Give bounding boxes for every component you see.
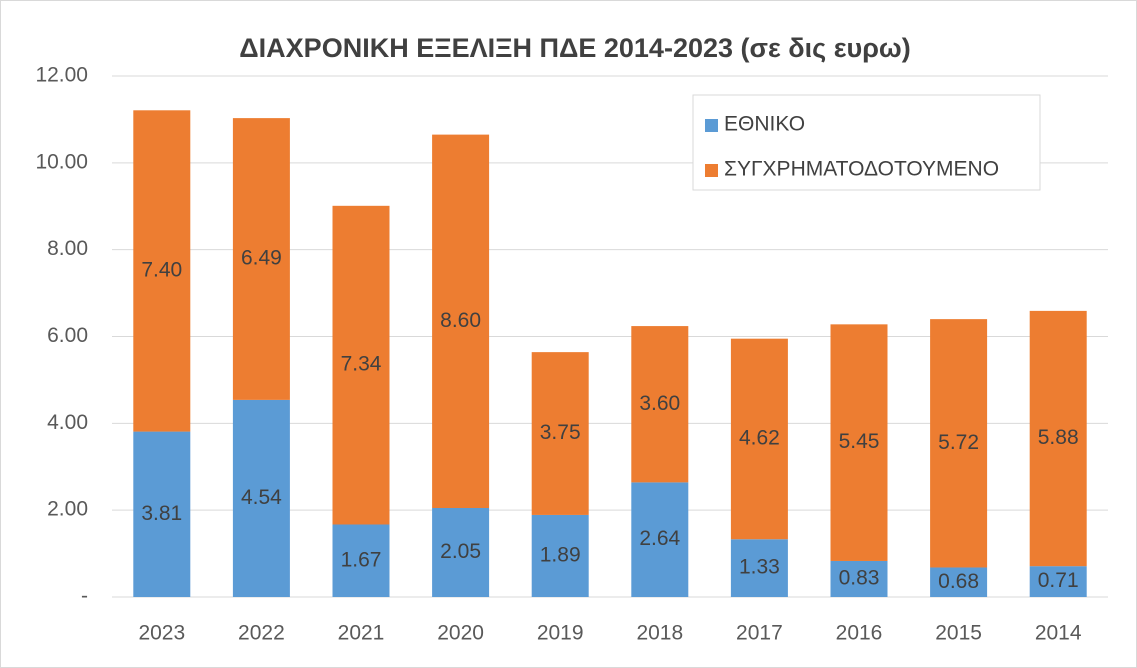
x-tick-label: 2017: [736, 622, 783, 645]
data-label: 2.64: [639, 527, 680, 550]
x-tick-label: 2016: [836, 622, 883, 645]
bar-segment: [730, 539, 788, 597]
bar-segment: [1029, 566, 1087, 597]
data-label: 3.60: [639, 392, 680, 415]
bar-segment: [332, 524, 390, 597]
bar-segment: [531, 514, 589, 597]
bar-segment: [631, 326, 689, 483]
legend-label: ΕΘΝΙΚΟ: [724, 113, 805, 136]
bar-segment: [232, 118, 290, 400]
data-label: 0.71: [1038, 569, 1079, 592]
bar-segment: [930, 567, 988, 597]
data-label: 1.89: [540, 544, 581, 567]
y-tick-label: 6.00: [47, 324, 88, 347]
data-label: 5.45: [839, 430, 880, 453]
y-tick-label: -: [81, 585, 88, 608]
legend-box: [692, 94, 1041, 191]
bar-segment: [730, 338, 788, 540]
y-tick-label: 2.00: [47, 498, 88, 521]
data-label: 4.62: [739, 427, 780, 450]
data-label: 0.68: [938, 570, 979, 593]
data-label: 3.81: [141, 502, 182, 525]
data-label: 5.88: [1038, 426, 1079, 449]
x-tick-label: 2015: [935, 622, 982, 645]
bar-segment: [133, 110, 191, 432]
bar-segment: [432, 134, 490, 508]
bar-segment: [332, 205, 390, 525]
y-tick-label: 10.00: [35, 150, 88, 173]
y-tick-label: 8.00: [47, 237, 88, 260]
x-tick-label: 2019: [537, 622, 584, 645]
bar-segment: [631, 482, 689, 597]
x-tick-label: 2020: [437, 622, 484, 645]
data-label: 0.83: [839, 567, 880, 590]
data-label: 8.60: [440, 309, 481, 332]
bar-segment: [232, 399, 290, 597]
y-tick-label: 4.00: [47, 411, 88, 434]
data-label: 7.34: [341, 353, 382, 376]
bar-segment: [531, 352, 589, 515]
legend-swatch: [705, 119, 718, 132]
bar-segment: [930, 319, 988, 568]
x-tick-label: 2022: [238, 622, 285, 645]
data-label: 3.75: [540, 421, 581, 444]
x-tick-label: 2014: [1035, 622, 1082, 645]
data-label: 7.40: [141, 258, 182, 281]
data-label: 5.72: [938, 431, 979, 454]
x-tick-label: 2018: [636, 622, 683, 645]
chart-title: ΔΙΑΧΡΟΝΙΚΗ ΕΞΕΛΙΞΗ ΠΔΕ 2014-2023 (σε δις…: [239, 33, 910, 63]
bar-segment: [830, 560, 888, 597]
data-label: 6.49: [241, 247, 282, 270]
data-label: 1.33: [739, 556, 780, 579]
data-label: 1.67: [341, 548, 382, 571]
x-tick-label: 2021: [338, 622, 385, 645]
legend-swatch: [705, 164, 718, 177]
legend-label: ΣΥΓΧΡΗΜΑΤΟΔΟΤΟΥΜΕΝΟ: [724, 158, 999, 181]
data-label: 2.05: [440, 540, 481, 563]
bar-segment: [830, 324, 888, 561]
bar-segment: [133, 431, 191, 597]
data-label: 4.54: [241, 486, 282, 509]
x-tick-label: 2023: [138, 622, 185, 645]
bar-segment: [432, 507, 490, 597]
y-tick-label: 12.00: [35, 64, 88, 87]
bar-segment: [1029, 310, 1087, 567]
